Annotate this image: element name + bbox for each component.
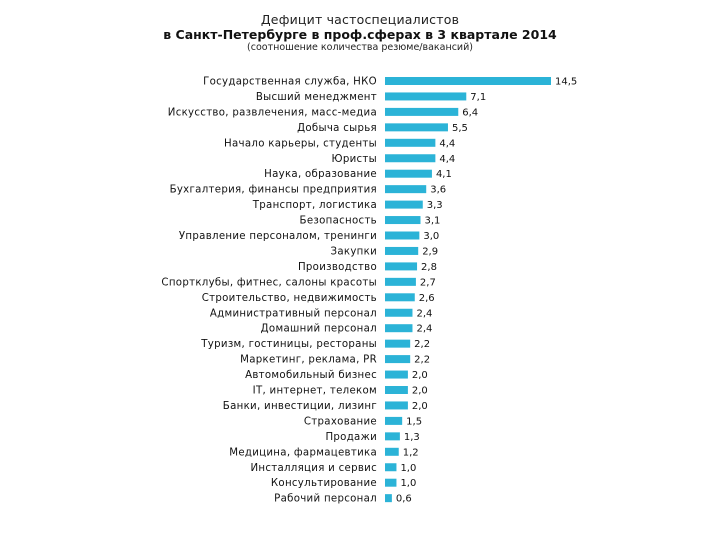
category-label: Продажи bbox=[325, 432, 377, 443]
category-label: Высший менеджмент bbox=[256, 92, 377, 103]
category-label: Рабочий персонал bbox=[274, 494, 377, 505]
value-label: 2,8 bbox=[421, 262, 437, 273]
bar bbox=[385, 231, 420, 240]
category-label: Банки, инвестиции, лизинг bbox=[223, 401, 377, 412]
value-label: 4,4 bbox=[439, 138, 455, 149]
category-label: Страхование bbox=[304, 416, 377, 427]
bar bbox=[385, 169, 432, 178]
value-label: 2,9 bbox=[422, 246, 438, 257]
bar bbox=[385, 154, 436, 163]
category-label: Туризм, гостиницы, рестораны bbox=[200, 339, 377, 350]
category-label: Маркетинг, реклама, PR bbox=[240, 355, 377, 366]
bar bbox=[385, 138, 436, 147]
bar bbox=[385, 262, 418, 271]
value-label: 5,5 bbox=[452, 123, 468, 134]
category-label: Безопасность bbox=[300, 216, 377, 227]
bar bbox=[385, 432, 400, 441]
bar bbox=[385, 107, 459, 116]
category-label: Начало карьеры, студенты bbox=[224, 138, 377, 149]
category-label: Закупки bbox=[331, 246, 378, 257]
value-label: 4,1 bbox=[436, 169, 452, 180]
category-label: Производство bbox=[298, 262, 377, 273]
chart-title-block: Дефицит частоспециалистов в Санкт-Петерб… bbox=[0, 12, 720, 54]
value-label: 4,4 bbox=[439, 154, 455, 165]
bar bbox=[385, 355, 411, 364]
bar bbox=[385, 277, 416, 286]
bar bbox=[385, 478, 397, 487]
bar bbox=[385, 401, 408, 410]
category-label: Административный персонал bbox=[210, 308, 377, 319]
value-label: 1,5 bbox=[406, 416, 422, 427]
bar bbox=[385, 216, 421, 225]
chart-title-line2: в Санкт-Петербурге в проф.сферах в 3 ква… bbox=[163, 27, 557, 42]
value-label: 2,0 bbox=[412, 401, 428, 412]
value-label: 3,0 bbox=[423, 231, 439, 242]
category-label: Добыча сырья bbox=[297, 123, 377, 134]
category-label: Автомобильный бизнес bbox=[245, 370, 377, 381]
bar bbox=[385, 324, 413, 333]
bar bbox=[385, 92, 467, 101]
category-label: Юристы bbox=[332, 154, 377, 165]
category-label: IT, интернет, телеком bbox=[253, 386, 377, 397]
category-label: Транспорт, логистика bbox=[252, 200, 377, 211]
category-label: Инсталляция и сервис bbox=[250, 463, 377, 474]
value-label: 1,0 bbox=[400, 478, 416, 489]
bar bbox=[385, 447, 399, 456]
value-label: 2,0 bbox=[412, 370, 428, 381]
category-label: Спортклубы, фитнес, салоны красоты bbox=[161, 277, 377, 288]
value-label: 14,5 bbox=[555, 77, 577, 88]
category-label: Медицина, фармацевтика bbox=[229, 447, 377, 458]
bar bbox=[385, 494, 392, 503]
bar bbox=[385, 123, 448, 132]
bar bbox=[385, 308, 413, 317]
value-label: 3,6 bbox=[430, 185, 446, 196]
bar bbox=[385, 339, 411, 348]
value-label: 3,3 bbox=[427, 200, 443, 211]
category-label: Наука, образование bbox=[264, 169, 377, 180]
value-label: 1,3 bbox=[404, 432, 420, 443]
chart-subtitle: (соотношение количества резюме/вакансий) bbox=[247, 42, 473, 53]
value-label: 2,4 bbox=[416, 308, 432, 319]
bar bbox=[385, 185, 427, 194]
bar bbox=[385, 293, 415, 302]
bar bbox=[385, 463, 397, 472]
bar bbox=[385, 370, 408, 379]
value-label: 2,7 bbox=[420, 277, 436, 288]
chart-title-line1: Дефицит частоспециалистов bbox=[260, 12, 460, 27]
value-label: 7,1 bbox=[470, 92, 486, 103]
bar bbox=[385, 246, 419, 255]
bar bbox=[385, 200, 423, 209]
value-label: 2,0 bbox=[412, 386, 428, 397]
value-label: 6,4 bbox=[462, 107, 478, 118]
value-label: 2,2 bbox=[414, 339, 430, 350]
category-label: Консультирование bbox=[271, 478, 377, 489]
bar bbox=[385, 77, 551, 85]
category-label: Бухгалтерия, финансы предприятия bbox=[170, 185, 377, 196]
category-label: Домашний персонал bbox=[261, 324, 377, 335]
category-label: Государственная служба, НКО bbox=[203, 77, 377, 88]
category-label: Строительство, недвижимость bbox=[202, 293, 377, 304]
category-label: Искусство, развлечения, масс-медиа bbox=[168, 107, 377, 118]
value-label: 2,2 bbox=[414, 355, 430, 366]
value-label: 0,6 bbox=[396, 494, 412, 505]
value-label: 2,6 bbox=[419, 293, 435, 304]
category-label: Управление персоналом, тренинги bbox=[179, 231, 377, 242]
value-label: 1,0 bbox=[400, 463, 416, 474]
value-label: 2,4 bbox=[416, 324, 432, 335]
bar bbox=[385, 386, 408, 394]
value-label: 3,1 bbox=[424, 216, 440, 227]
value-label: 1,2 bbox=[403, 447, 419, 458]
bar bbox=[385, 416, 403, 425]
